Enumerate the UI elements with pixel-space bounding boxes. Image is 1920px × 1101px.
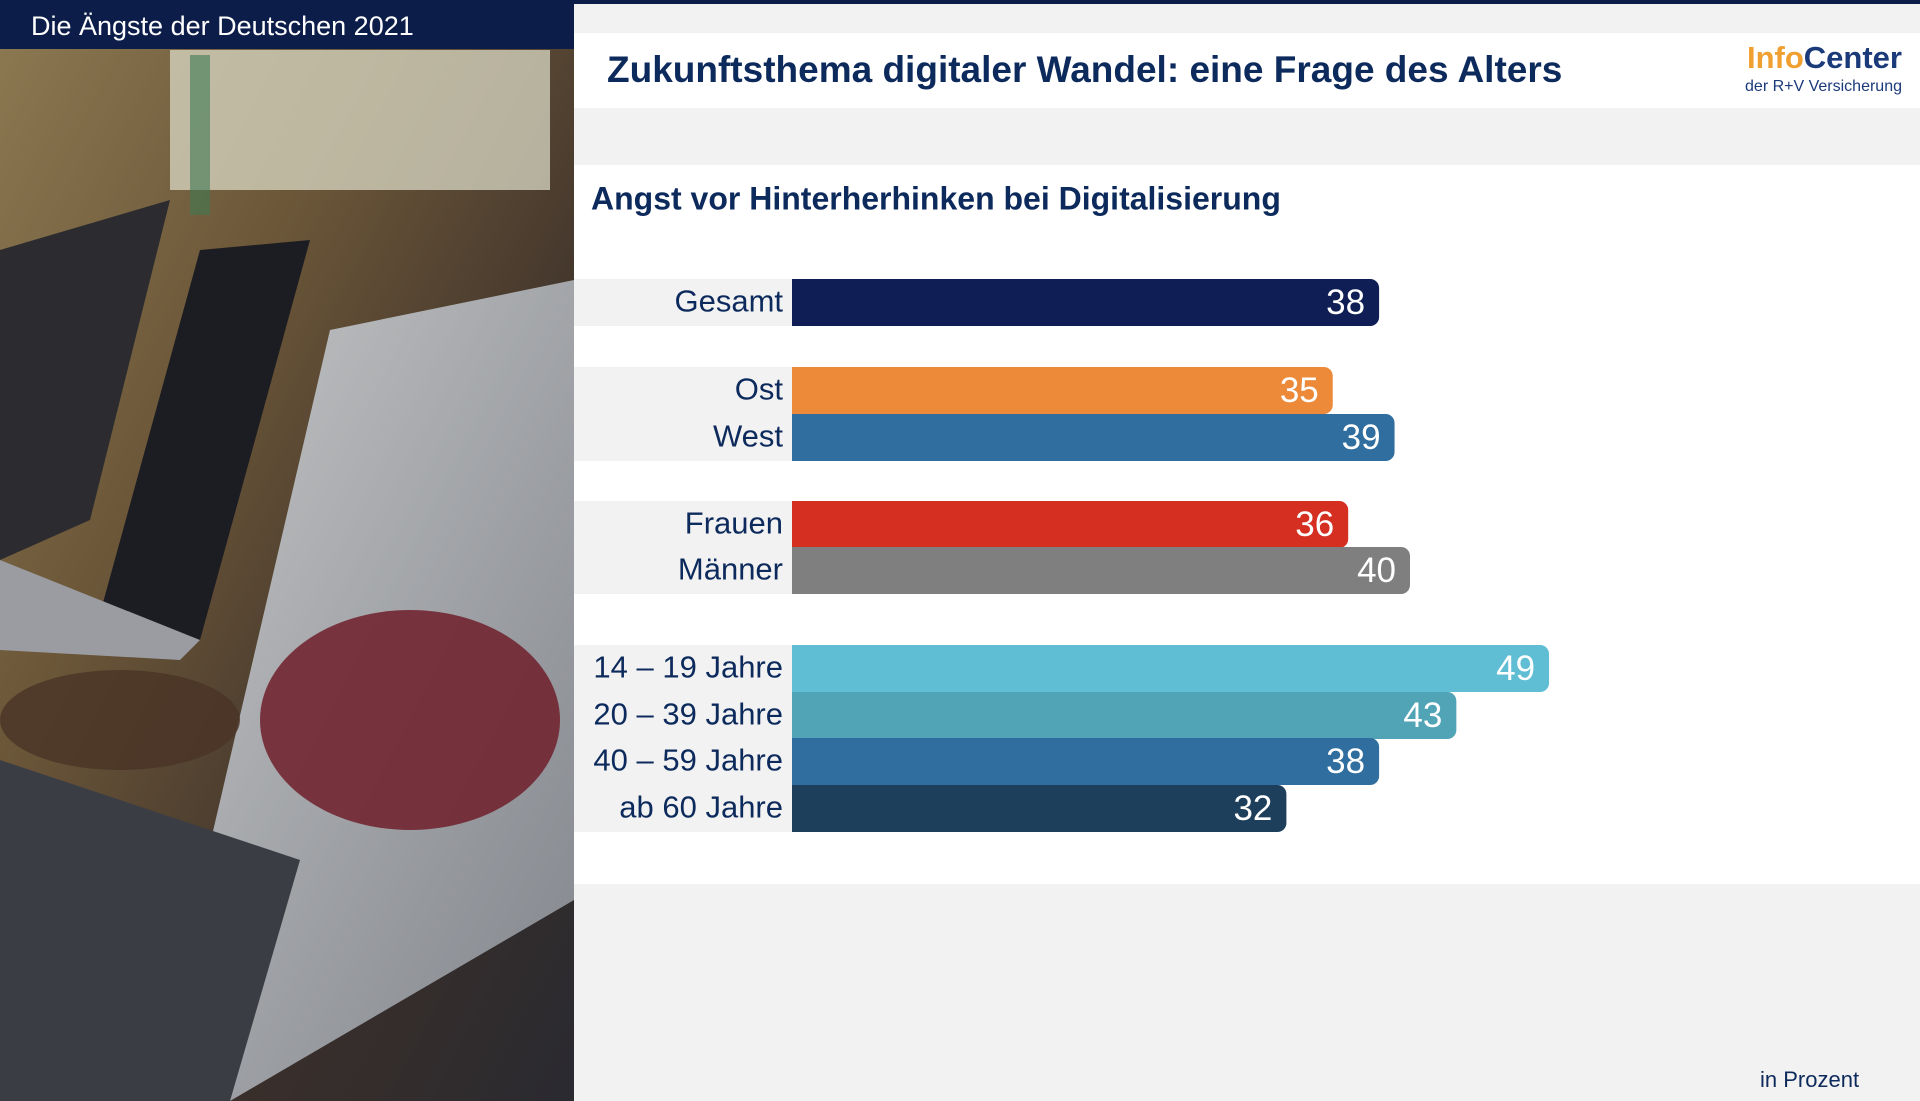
bar: [792, 738, 1380, 785]
label-background: [574, 645, 792, 832]
bar: [792, 692, 1457, 739]
category-label: Männer: [678, 552, 783, 587]
bar: [792, 414, 1395, 461]
category-label: 40 – 59 Jahre: [593, 743, 783, 778]
value-label: 32: [1233, 789, 1272, 828]
value-label: 43: [1403, 696, 1442, 735]
category-label: 14 – 19 Jahre: [593, 650, 783, 685]
value-label: 39: [1342, 418, 1381, 457]
bar: [792, 645, 1550, 692]
bar: [792, 367, 1333, 414]
logo-subtitle: der R+V Versicherung: [1745, 78, 1902, 95]
label-background: [574, 501, 792, 594]
value-label: 36: [1295, 505, 1334, 544]
category-label: Ost: [735, 372, 784, 407]
header-title: Die Ängste der Deutschen 2021: [31, 11, 414, 41]
category-label: Gesamt: [674, 284, 783, 319]
bar: [792, 547, 1410, 594]
bar: [792, 785, 1287, 832]
value-label: 49: [1496, 649, 1535, 688]
chart-title: Angst vor Hinterherhinken bei Digitalisi…: [591, 180, 1281, 216]
category-label: ab 60 Jahre: [619, 790, 783, 825]
logo-part: Info: [1747, 40, 1804, 75]
value-label: 38: [1326, 742, 1365, 781]
label-background: [574, 367, 792, 461]
slide-title: Zukunftsthema digitaler Wandel: eine Fra…: [607, 49, 1562, 90]
logo-part: Center: [1804, 40, 1902, 75]
label-background: [574, 279, 792, 326]
category-label: 20 – 39 Jahre: [593, 697, 783, 732]
value-label: 40: [1357, 551, 1396, 590]
value-label: 35: [1280, 371, 1319, 410]
logo-name: InfoCenter: [1747, 40, 1902, 75]
title-area: [574, 33, 1920, 108]
category-label: West: [713, 419, 783, 454]
photo: [0, 0, 574, 1101]
category-label: Frauen: [685, 506, 783, 541]
value-label: 38: [1326, 283, 1365, 322]
header-bar: [0, 0, 574, 49]
unit-note: in Prozent: [1760, 1067, 1859, 1092]
top-strip: [0, 0, 1920, 4]
bar: [792, 279, 1380, 326]
bar: [792, 501, 1349, 548]
